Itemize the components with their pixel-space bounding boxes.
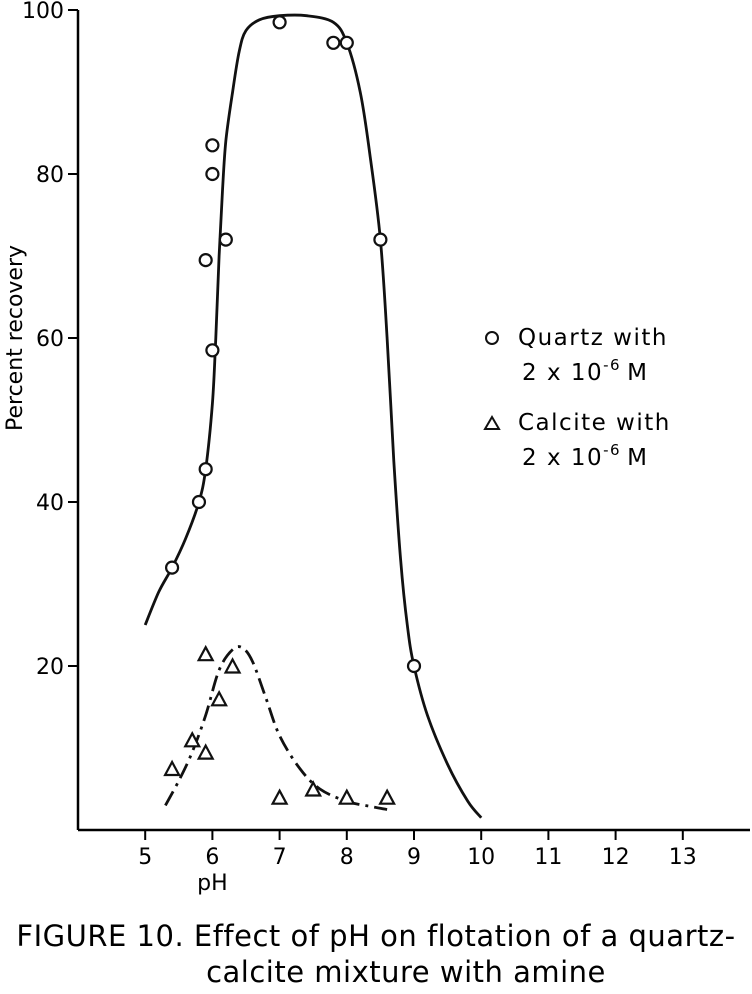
legend-circle-marker xyxy=(485,331,499,345)
x-tick-label: 10 xyxy=(467,845,495,870)
chart: 5 6 7 8 9 10 11 12 13 20 40 60 80 100 pH Percent recove… xyxy=(3,0,750,896)
caption-line-1: FIGURE 10. Effect of pH on flotation of … xyxy=(16,919,736,953)
quartz-point xyxy=(198,253,213,268)
quartz-point xyxy=(205,138,220,153)
x-axis-title: pH xyxy=(197,871,228,896)
y-tick-label: 60 xyxy=(36,327,64,352)
calcite-point xyxy=(196,644,215,662)
quartz-point xyxy=(406,658,422,674)
y-tick-label: 100 xyxy=(22,0,64,24)
calcite-point xyxy=(210,689,228,707)
legend-calcite-concentration-unit: M xyxy=(627,445,648,471)
calcite-point xyxy=(183,730,202,748)
y-axis-title: Percent recovery xyxy=(3,245,28,431)
y-tick-label: 20 xyxy=(36,655,64,680)
quartz-point xyxy=(373,232,388,247)
x-tick-label: 5 xyxy=(138,845,152,870)
quartz-point xyxy=(218,232,233,247)
calcite-point xyxy=(378,788,396,805)
quartz-point xyxy=(205,343,220,358)
quartz-point xyxy=(191,494,207,510)
calcite-point xyxy=(337,788,356,805)
x-tick-label: 11 xyxy=(534,845,562,870)
calcite-point xyxy=(223,657,242,674)
quartz-point xyxy=(205,166,220,182)
legend-calcite-concentration-base: 2 x 10 xyxy=(522,445,603,471)
quartz-point xyxy=(164,560,180,575)
x-tick-label: 7 xyxy=(273,845,287,870)
legend-quartz-concentration: 2 x 10-6 M xyxy=(522,356,648,386)
figure-caption: FIGURE 10. Effect of pH on flotation of … xyxy=(0,918,752,990)
legend-calcite-concentration-exponent: -6 xyxy=(603,441,621,459)
y-tick-label: 40 xyxy=(36,491,64,516)
x-tick-label: 6 xyxy=(205,845,219,870)
quartz-point xyxy=(326,35,341,50)
legend-quartz-label: Quartz with xyxy=(518,325,668,351)
y-tick-label: 80 xyxy=(36,163,64,188)
x-tick-label: 8 xyxy=(340,845,354,870)
legend-calcite-label: Calcite with xyxy=(518,410,671,436)
x-tick-label: 13 xyxy=(669,845,697,870)
x-tick-label: 12 xyxy=(602,845,630,870)
calcite-point xyxy=(304,780,323,797)
quartz-curve xyxy=(143,13,483,819)
quartz-point xyxy=(339,35,354,50)
legend-calcite-concentration: 2 x 10-6 M xyxy=(522,441,648,471)
x-tick-label: 9 xyxy=(407,845,421,870)
quartz-point xyxy=(272,15,287,30)
caption-line-2: calcite mixture with amine xyxy=(206,955,606,989)
legend-quartz-concentration-unit: M xyxy=(627,360,648,386)
legend-triangle-marker xyxy=(483,415,501,430)
calcite-point xyxy=(196,743,215,760)
legend-quartz-concentration-exponent: -6 xyxy=(603,356,621,374)
calcite-point xyxy=(163,759,181,777)
quartz-point xyxy=(198,462,213,477)
calcite-point xyxy=(270,788,289,805)
calcite-curve xyxy=(164,645,388,811)
legend-quartz-concentration-base: 2 x 10 xyxy=(522,360,603,386)
